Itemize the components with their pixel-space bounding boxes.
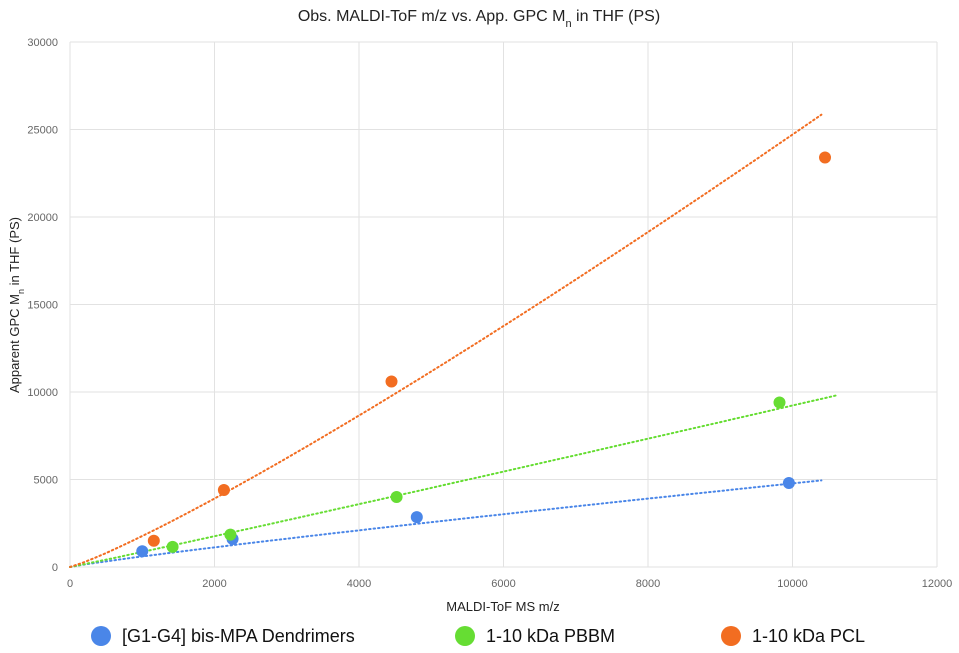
data-point-series-0 [782, 477, 795, 489]
legend-item-dendrimers: [G1-G4] bis-MPA Dendrimers [91, 626, 355, 646]
data-point-series-2 [385, 375, 398, 388]
y-tick-label: 0 [52, 562, 58, 574]
y-axis-title: Apparent GPC Mn in THF (PS) [7, 217, 26, 393]
y-axis-title-rest: in THF (PS) [7, 217, 22, 289]
y-axis-title-subscript: n [16, 289, 26, 294]
data-point-series-1 [773, 396, 786, 409]
y-axis-ticks: 0 5000 10000 15000 20000 25000 30000 [27, 37, 58, 574]
legend-label-dendrimers: [G1-G4] bis-MPA Dendrimers [122, 626, 355, 646]
legend: [G1-G4] bis-MPA Dendrimers 1-10 kDa PBBM… [91, 626, 865, 646]
legend-marker-dendrimers [91, 626, 111, 646]
legend-marker-pbbm [455, 626, 475, 646]
chart-title-main: Obs. MALDI-ToF m/z vs. App. GPC M [298, 8, 566, 25]
y-tick-label: 30000 [27, 37, 58, 49]
data-point-series-1 [390, 491, 403, 503]
y-axis-title-main: Apparent GPC M [7, 294, 22, 393]
data-point-series-0 [136, 545, 149, 558]
data-point-series-1 [166, 540, 179, 553]
x-tick-label: 10000 [777, 578, 808, 590]
legend-item-pbbm: 1-10 kDa PBBM [455, 626, 615, 646]
y-tick-label: 5000 [34, 475, 58, 487]
trendline-series-1 [69, 394, 837, 568]
x-axis-title: MALDI-ToF MS m/z [446, 599, 559, 614]
x-tick-label: 0 [67, 578, 73, 590]
x-tick-label: 6000 [491, 578, 515, 590]
y-tick-label: 25000 [27, 125, 58, 137]
trendline-series-0 [69, 479, 823, 568]
data-point-series-2 [147, 534, 160, 547]
y-tick-label: 15000 [27, 300, 58, 312]
gridlines [69, 41, 938, 568]
trendline-series-2 [69, 113, 823, 568]
chart-title: Obs. MALDI-ToF m/z vs. App. GPC Mn in TH… [298, 8, 660, 30]
data-point-series-1 [224, 528, 237, 541]
chart-title-subscript: n [565, 18, 571, 30]
legend-label-pcl: 1-10 kDa PCL [752, 626, 865, 646]
data-points [136, 151, 832, 558]
data-point-series-0 [410, 511, 423, 524]
trendlines [69, 113, 837, 568]
data-point-series-2 [819, 151, 832, 164]
x-tick-label: 4000 [347, 578, 371, 590]
x-tick-label: 8000 [636, 578, 660, 590]
y-tick-label: 10000 [27, 387, 58, 399]
y-tick-label: 20000 [27, 212, 58, 224]
chart-title-rest: in THF (PS) [572, 8, 661, 25]
x-tick-label: 12000 [922, 578, 953, 590]
legend-marker-pcl [721, 626, 741, 646]
x-axis-ticks: 0 2000 4000 6000 8000 10000 12000 [67, 578, 952, 590]
x-tick-label: 2000 [202, 578, 226, 590]
legend-label-pbbm: 1-10 kDa PBBM [486, 626, 615, 646]
legend-item-pcl: 1-10 kDa PCL [721, 626, 865, 646]
data-point-series-2 [217, 484, 230, 496]
